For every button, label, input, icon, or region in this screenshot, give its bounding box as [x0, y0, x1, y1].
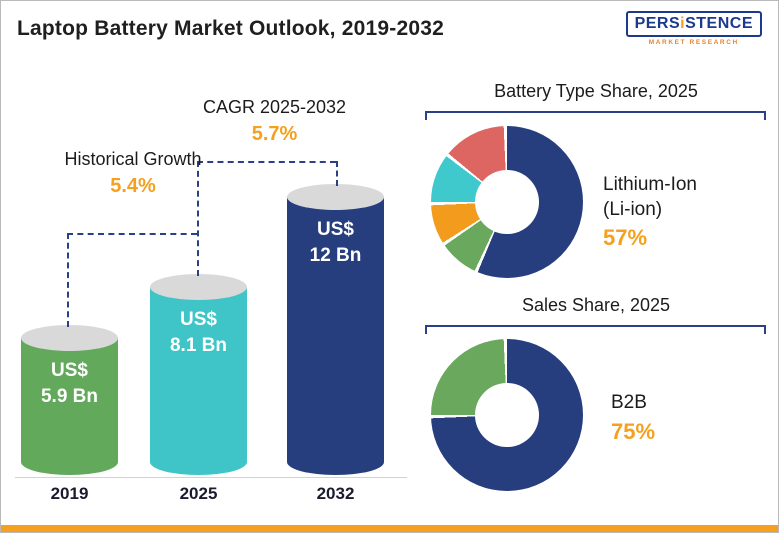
connector-line: [67, 233, 197, 235]
callout-label-line1: Lithium-Ion: [603, 174, 697, 195]
annotation-label: CAGR 2025-2032: [202, 97, 347, 117]
annotation-value: 5.7%: [251, 122, 298, 145]
donut-sales-share: [431, 339, 583, 491]
bar-value-line2: 8.1 Bn: [169, 334, 228, 356]
footer-accent-strip: [1, 525, 778, 532]
annotation-cagr: CAGR 2025-2032 5.7%: [187, 96, 362, 146]
annotation-value: 5.4%: [110, 174, 156, 197]
bar-2025: US$ 8.1 Bn: [150, 274, 247, 475]
brand-logo-wordmark: PERSiSTENCE: [625, 11, 762, 37]
bar-value-line1: US$: [51, 360, 88, 381]
donut1-title: Battery Type Share, 2025: [494, 81, 698, 101]
bar-value-line1: US$: [180, 309, 217, 330]
bar-value-line2: 12 Bn: [309, 244, 362, 266]
bracket-line: [425, 111, 766, 120]
x-axis-label-2019: 2019: [50, 484, 89, 503]
bar-value-line1: US$: [317, 219, 354, 240]
brand-logo: PERSiSTENCE MARKET RESEARCH: [625, 11, 762, 46]
callout-value: 57%: [603, 225, 648, 251]
bar-value-label: US$ 5.9 Bn: [21, 358, 118, 409]
callout-value: 75%: [611, 418, 656, 444]
donut-hole: [475, 383, 539, 447]
logo-part1: PERS: [634, 15, 681, 32]
brand-logo-subtitle: MARKET RESEARCH: [648, 39, 739, 46]
bar-chart-baseline: [15, 477, 407, 478]
annotation-historical-growth: Historical Growth 5.4%: [59, 148, 207, 198]
callout-label-line2: (Li-ion): [603, 198, 663, 220]
donut2-title: Sales Share, 2025: [521, 295, 671, 315]
callout-label-line1: B2B: [611, 392, 647, 413]
donut-hole: [475, 170, 539, 234]
bar-value-line2: 5.9 Bn: [40, 385, 99, 407]
logo-part3: STENCE: [685, 15, 753, 32]
connector-line: [197, 161, 199, 276]
page-title: Laptop Battery Market Outlook, 2019-2032: [17, 17, 444, 40]
bracket-line: [425, 325, 766, 334]
x-axis-label-2025: 2025: [179, 484, 218, 503]
bar-value-label: US$ 12 Bn: [287, 217, 384, 268]
bar-top-ellipse: [21, 325, 118, 351]
connector-line: [67, 233, 69, 327]
logo-part2: i: [680, 15, 686, 32]
annotation-label: Historical Growth: [64, 149, 202, 169]
bar-top-ellipse: [150, 274, 247, 300]
donut2-callout: B2B 75%: [611, 391, 655, 445]
donut1-callout: Lithium-Ion (Li-ion) 57%: [603, 173, 697, 251]
connector-line: [197, 161, 336, 163]
bar-top-ellipse: [287, 184, 384, 210]
connector-line: [336, 161, 338, 186]
bar-value-label: US$ 8.1 Bn: [150, 307, 247, 358]
bar-2019: US$ 5.9 Bn: [21, 325, 118, 475]
bar-2032: US$ 12 Bn: [287, 184, 384, 475]
donut-battery-type: [431, 126, 583, 278]
x-axis-label-2032: 2032: [316, 484, 355, 503]
